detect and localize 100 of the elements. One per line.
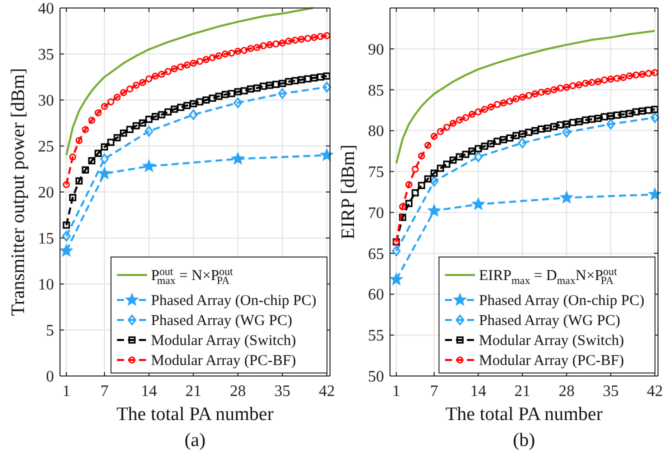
point [94, 150, 102, 157]
point [644, 106, 652, 114]
point [69, 194, 76, 202]
point [544, 88, 552, 95]
point [487, 103, 494, 110]
line-series [395, 30, 656, 164]
point [606, 118, 616, 130]
point [152, 72, 159, 80]
point [62, 230, 71, 242]
point [481, 106, 488, 113]
x-tick-label: 28 [230, 383, 246, 400]
point [82, 166, 90, 174]
point [196, 58, 204, 65]
point [576, 118, 583, 126]
point [88, 157, 96, 164]
point [607, 76, 614, 83]
point [648, 188, 662, 200]
point [613, 112, 621, 119]
point [412, 166, 419, 173]
x-tick-label: 14 [470, 383, 486, 400]
point [569, 118, 576, 126]
point [494, 138, 501, 145]
point [399, 214, 406, 221]
point [240, 46, 248, 54]
line-series [65, 7, 314, 156]
point [506, 98, 514, 105]
legend-label: Phased Array (WG PC) [151, 313, 292, 329]
x-tick-label: 1 [392, 383, 400, 400]
point [107, 98, 114, 106]
point [562, 120, 570, 128]
point [468, 110, 476, 118]
point [518, 130, 526, 138]
point [518, 94, 526, 101]
point [189, 109, 198, 120]
point [120, 89, 128, 96]
y-tick-label: 85 [368, 82, 384, 100]
point [234, 48, 242, 55]
point [202, 56, 210, 64]
point [76, 136, 83, 144]
point [512, 95, 520, 102]
point [144, 126, 154, 137]
point [412, 189, 419, 196]
point [272, 80, 280, 88]
point [588, 116, 596, 123]
point [132, 82, 140, 89]
point [177, 63, 184, 70]
point [645, 70, 652, 77]
y-tick-label: 70 [368, 204, 384, 222]
point [525, 92, 532, 99]
point [253, 84, 261, 92]
point [164, 68, 172, 75]
point [253, 44, 260, 52]
point [158, 70, 166, 78]
point [158, 111, 166, 118]
point [405, 181, 412, 188]
point [576, 81, 583, 88]
y-tick-label: 90 [368, 41, 384, 58]
y-tick-label: 30 [38, 92, 54, 110]
point [638, 107, 646, 115]
point [304, 34, 312, 42]
point [544, 124, 552, 132]
point [322, 82, 332, 92]
point [316, 33, 324, 40]
point [247, 44, 254, 52]
point [285, 38, 292, 45]
point [550, 86, 558, 94]
point [620, 74, 627, 82]
point [556, 84, 564, 92]
point [462, 150, 470, 158]
point [582, 80, 589, 87]
x-axis-title: The total PA number [445, 404, 604, 425]
point [82, 126, 89, 133]
point [582, 116, 590, 124]
y-tick-label: 0 [46, 368, 54, 386]
point [538, 88, 545, 96]
point [538, 125, 545, 133]
point [607, 112, 614, 120]
point [145, 75, 152, 82]
point [399, 203, 406, 210]
point [208, 54, 216, 62]
point [234, 88, 242, 96]
point [443, 160, 450, 168]
point [310, 34, 318, 41]
point [260, 82, 267, 90]
point [190, 60, 197, 67]
point [215, 92, 222, 100]
point [594, 114, 602, 122]
point [525, 128, 532, 136]
point [100, 154, 109, 164]
point [60, 244, 73, 256]
point [651, 106, 658, 114]
point [468, 148, 476, 155]
point [266, 82, 274, 89]
point [266, 41, 274, 48]
point [320, 148, 334, 161]
point [588, 78, 596, 86]
point [405, 200, 413, 208]
point [487, 140, 494, 148]
point [456, 116, 463, 124]
point [436, 164, 444, 172]
